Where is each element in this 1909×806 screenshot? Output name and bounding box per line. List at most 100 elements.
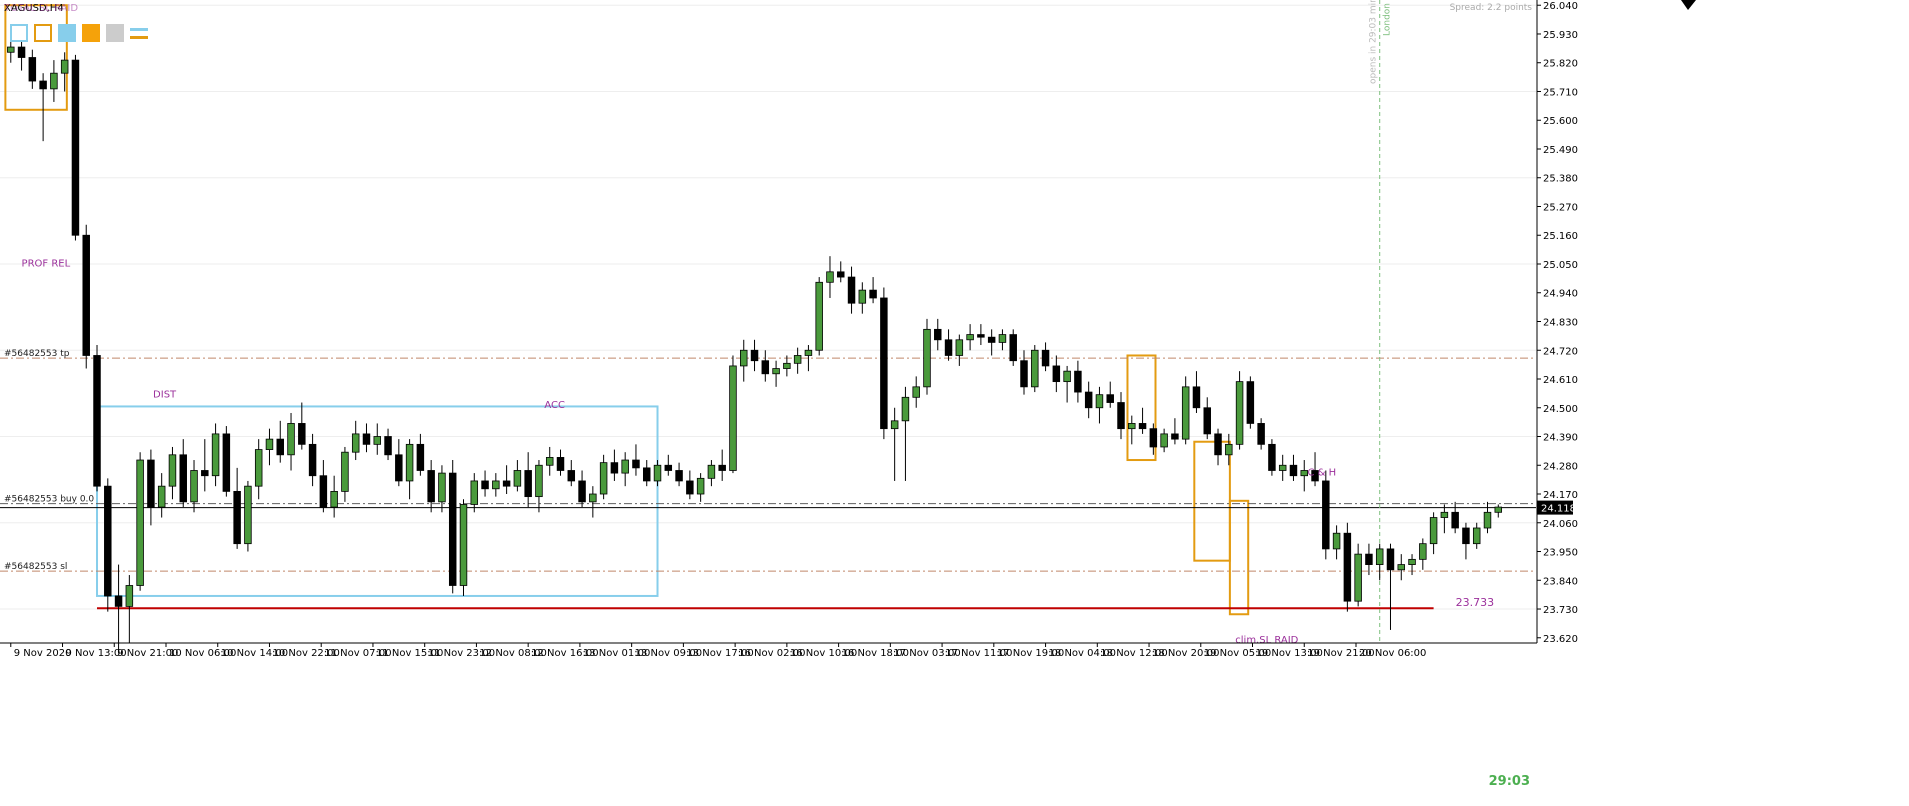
line-tool-icon[interactable] [130,24,148,42]
candle [955,334,964,366]
price-tick-label: 24.060 [1543,519,1578,530]
candle [1289,454,1298,481]
bull-candle-body [341,451,349,492]
candle [1106,381,1114,408]
candle [1235,371,1244,450]
bull-candle-body [653,464,662,482]
candle [1440,504,1449,534]
bull-candle-body [966,334,974,341]
time-tick-label: 9 Nov 13:00 [66,648,127,659]
bear-candle-body [1343,532,1352,602]
bear-candle-body [222,433,231,492]
time-tick-label: 9 Nov 21:00 [117,648,178,659]
bear-candle-body [1149,428,1158,448]
candle [880,287,888,440]
candle [1041,342,1050,372]
bear-candle-body [481,480,489,490]
rect-outline-light-button[interactable] [10,24,28,42]
bear-candle-body [1462,527,1470,545]
time-tick-label: 16 Nov 10:00 [790,648,857,659]
candle [966,324,974,351]
candle [459,499,468,596]
candle [1354,543,1362,607]
candle [405,439,414,500]
candle [815,277,823,356]
time-tick-label: 10 Nov 06:00 [169,648,236,659]
candle [998,329,1007,351]
candle [1074,360,1082,403]
bear-candle-body [1009,334,1017,362]
bull-candle-body [60,59,69,74]
raid-box [1228,499,1250,616]
bull-candle-body [1031,349,1039,388]
bull-candle-body [772,368,780,375]
time-tick-label: 16 Nov 18:00 [842,648,909,659]
bull-candle-body [1354,553,1362,602]
time-tick-label: 18 Nov 12:00 [1100,648,1167,659]
bull-candle-body [1440,511,1449,518]
price-tick-label: 25.600 [1543,116,1578,127]
candle [39,73,47,142]
bull-candle-body [1419,543,1427,560]
candle [750,339,759,372]
candle [1203,397,1211,440]
rect-fill-gray-button[interactable] [106,24,124,42]
bull-candle-body [7,46,15,53]
bull-candle-body [492,480,500,490]
rect-fill-orange-button[interactable] [82,24,100,42]
bear-candle-body [934,328,942,341]
price-tick-label: 24.280 [1543,461,1578,472]
bear-candle-body [276,438,284,456]
candle [837,261,845,283]
time-tick-label: 9 Nov 2020 [14,648,72,659]
candle [578,470,586,508]
bear-candle-body [987,336,996,343]
bull-candle-body [1397,564,1406,571]
candle [847,266,856,314]
price-tick-label: 24.500 [1543,404,1578,415]
price-tick-label: 25.490 [1543,145,1578,156]
candle [492,473,500,497]
bear-candle-body [28,57,37,82]
candle [632,444,640,476]
bear-candle-body [847,276,856,304]
candle [1020,350,1028,395]
rect-fill-light-button[interactable] [58,24,76,42]
bull-candle-body [1063,370,1071,383]
bull-candle-body [470,480,479,505]
bear-candle-body [147,459,155,508]
candle [427,460,435,513]
candle [1095,386,1104,424]
bull-candle-body [912,386,920,398]
candle [686,470,694,500]
rect-outline-orange-button[interactable] [34,24,52,42]
bull-candle-body [136,459,144,586]
bull-candle-body [1128,423,1136,430]
candle [869,277,877,304]
bear-candle-body [448,472,457,586]
bear-candle-body [71,59,80,236]
bull-candle-body [254,449,263,487]
session-label: London [1383,3,1393,36]
bull-candle-body [330,490,338,508]
candle [481,470,489,497]
price-tick-label: 24.170 [1543,490,1578,501]
bear-candle-body [114,595,123,607]
price-tick-label: 24.720 [1543,346,1578,357]
bear-candle-body [1268,443,1276,471]
candle [1343,522,1352,612]
candle [934,318,942,351]
candle [1462,522,1470,560]
bull-candle-body [125,585,134,607]
time-tick-label: 16 Nov 02:00 [738,648,805,659]
bull-candle-body [1472,527,1481,545]
candle [276,420,284,463]
bull-candle-body [998,334,1007,343]
bull-candle-body [955,339,964,356]
bear-candle-body [1117,402,1125,430]
candle [1419,538,1427,570]
time-tick-label: 19 Nov 13:00 [1256,648,1323,659]
bull-candle-body [244,485,252,545]
